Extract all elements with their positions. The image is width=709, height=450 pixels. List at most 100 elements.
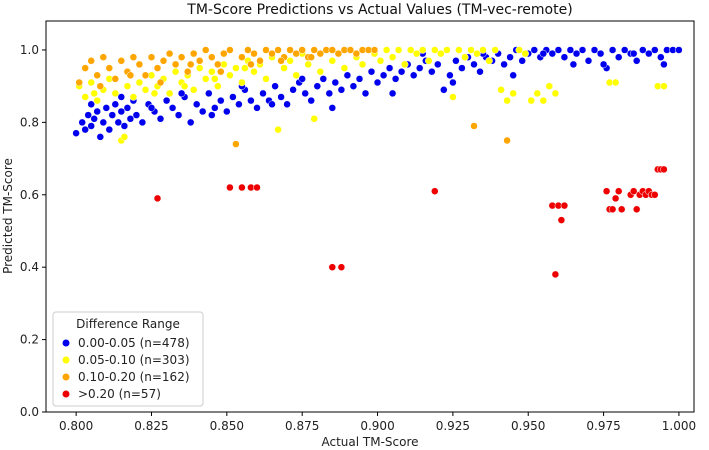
data-point-series-0 [301,89,309,98]
data-point-series-1 [87,78,95,87]
data-point-series-3 [617,205,626,214]
data-point-series-0 [313,82,322,90]
legend-label-0: 0.00-0.05 (n=478) [78,336,190,350]
data-point-series-2 [153,64,162,72]
data-point-series-0 [566,46,575,54]
data-point-series-1 [533,89,542,98]
data-point-series-1 [304,60,312,69]
data-point-series-3 [614,187,623,195]
data-point-series-0 [253,104,261,112]
data-point-series-0 [651,46,659,54]
y-tick-label: 1.0 [20,43,39,57]
data-point-series-0 [235,100,243,109]
data-point-series-1 [262,75,270,83]
y-tick-label: 0.2 [20,333,39,347]
x-tick-label: 0.850 [210,419,244,433]
data-point-series-0 [458,64,466,72]
data-point-series-1 [129,93,138,101]
data-point-series-0 [409,71,418,80]
data-point-series-1 [425,57,433,65]
data-point-series-0 [147,104,156,112]
data-point-series-1 [461,53,469,61]
data-point-series-2 [310,46,318,54]
data-point-series-0 [93,107,101,116]
data-point-series-0 [572,49,581,58]
data-point-series-0 [608,46,617,54]
data-point-series-0 [114,118,123,127]
legend-box [52,311,204,407]
data-point-series-1 [400,60,409,69]
data-point-series-0 [174,111,183,119]
data-point-series-2 [274,46,282,54]
data-point-series-2 [189,49,198,58]
data-point-series-1 [473,49,481,58]
data-point-series-0 [72,129,80,137]
data-point-series-0 [343,71,352,80]
data-point-series-0 [391,75,400,83]
data-point-series-0 [78,118,86,127]
data-point-series-3 [431,187,439,195]
data-point-series-1 [443,46,451,54]
data-point-series-0 [428,67,436,76]
legend-marker-1 [62,356,70,364]
data-point-series-0 [217,96,225,105]
data-point-series-2 [195,57,204,65]
data-point-series-2 [232,140,240,148]
data-point-series-1 [180,82,189,90]
data-point-series-2 [186,60,195,69]
data-point-series-2 [117,57,126,65]
data-point-series-1 [238,78,246,87]
data-point-series-0 [500,60,508,69]
data-point-series-1 [455,46,463,54]
data-point-series-0 [385,64,394,72]
data-point-series-2 [135,60,144,69]
data-point-series-3 [551,270,560,279]
data-point-series-1 [539,96,548,105]
data-point-series-0 [590,46,599,54]
data-point-series-1 [150,89,159,98]
data-point-series-2 [75,78,83,87]
data-point-series-1 [406,46,415,54]
data-point-series-2 [328,46,337,54]
x-tick-label: 0.925 [436,419,470,433]
data-point-series-1 [90,89,98,98]
data-point-series-1 [226,71,234,80]
data-point-series-1 [509,89,517,98]
data-point-series-0 [198,107,207,116]
data-point-series-3 [651,191,659,199]
data-point-series-1 [123,82,132,90]
data-point-series-0 [446,71,454,80]
x-tick-label: 0.800 [59,419,93,433]
data-point-series-0 [325,89,334,98]
data-point-series-2 [81,64,89,72]
data-point-series-0 [105,125,114,134]
legend-label-3: >0.20 (n=57) [78,387,161,401]
data-point-series-0 [506,53,514,61]
y-axis-label: Predicted TM-Score [1,158,15,274]
data-point-series-2 [177,53,186,61]
data-point-series-1 [388,53,397,61]
data-point-series-1 [394,46,403,54]
data-point-series-2 [183,67,192,76]
data-point-series-1 [503,96,511,105]
x-tick-label: 0.950 [511,419,545,433]
data-point-series-0 [614,53,623,61]
data-point-series-1 [437,49,445,58]
data-point-series-3 [602,187,611,195]
data-point-series-2 [262,46,270,54]
data-point-series-0 [168,104,177,112]
data-point-series-0 [111,100,120,109]
data-point-series-2 [244,46,252,54]
data-point-series-0 [660,60,668,69]
data-point-series-1 [165,89,174,98]
data-point-series-2 [316,49,325,58]
data-point-series-0 [367,67,376,76]
data-point-series-0 [449,78,457,87]
data-point-series-2 [93,71,101,80]
data-point-series-0 [81,125,89,134]
data-point-series-0 [87,100,95,109]
y-axis-ticks: 0.0 0.2 0.4 0.6 0.8 1.0 [20,43,46,419]
data-point-series-1 [211,75,219,83]
data-point-series-1 [491,46,499,54]
data-point-series-3 [153,194,162,203]
